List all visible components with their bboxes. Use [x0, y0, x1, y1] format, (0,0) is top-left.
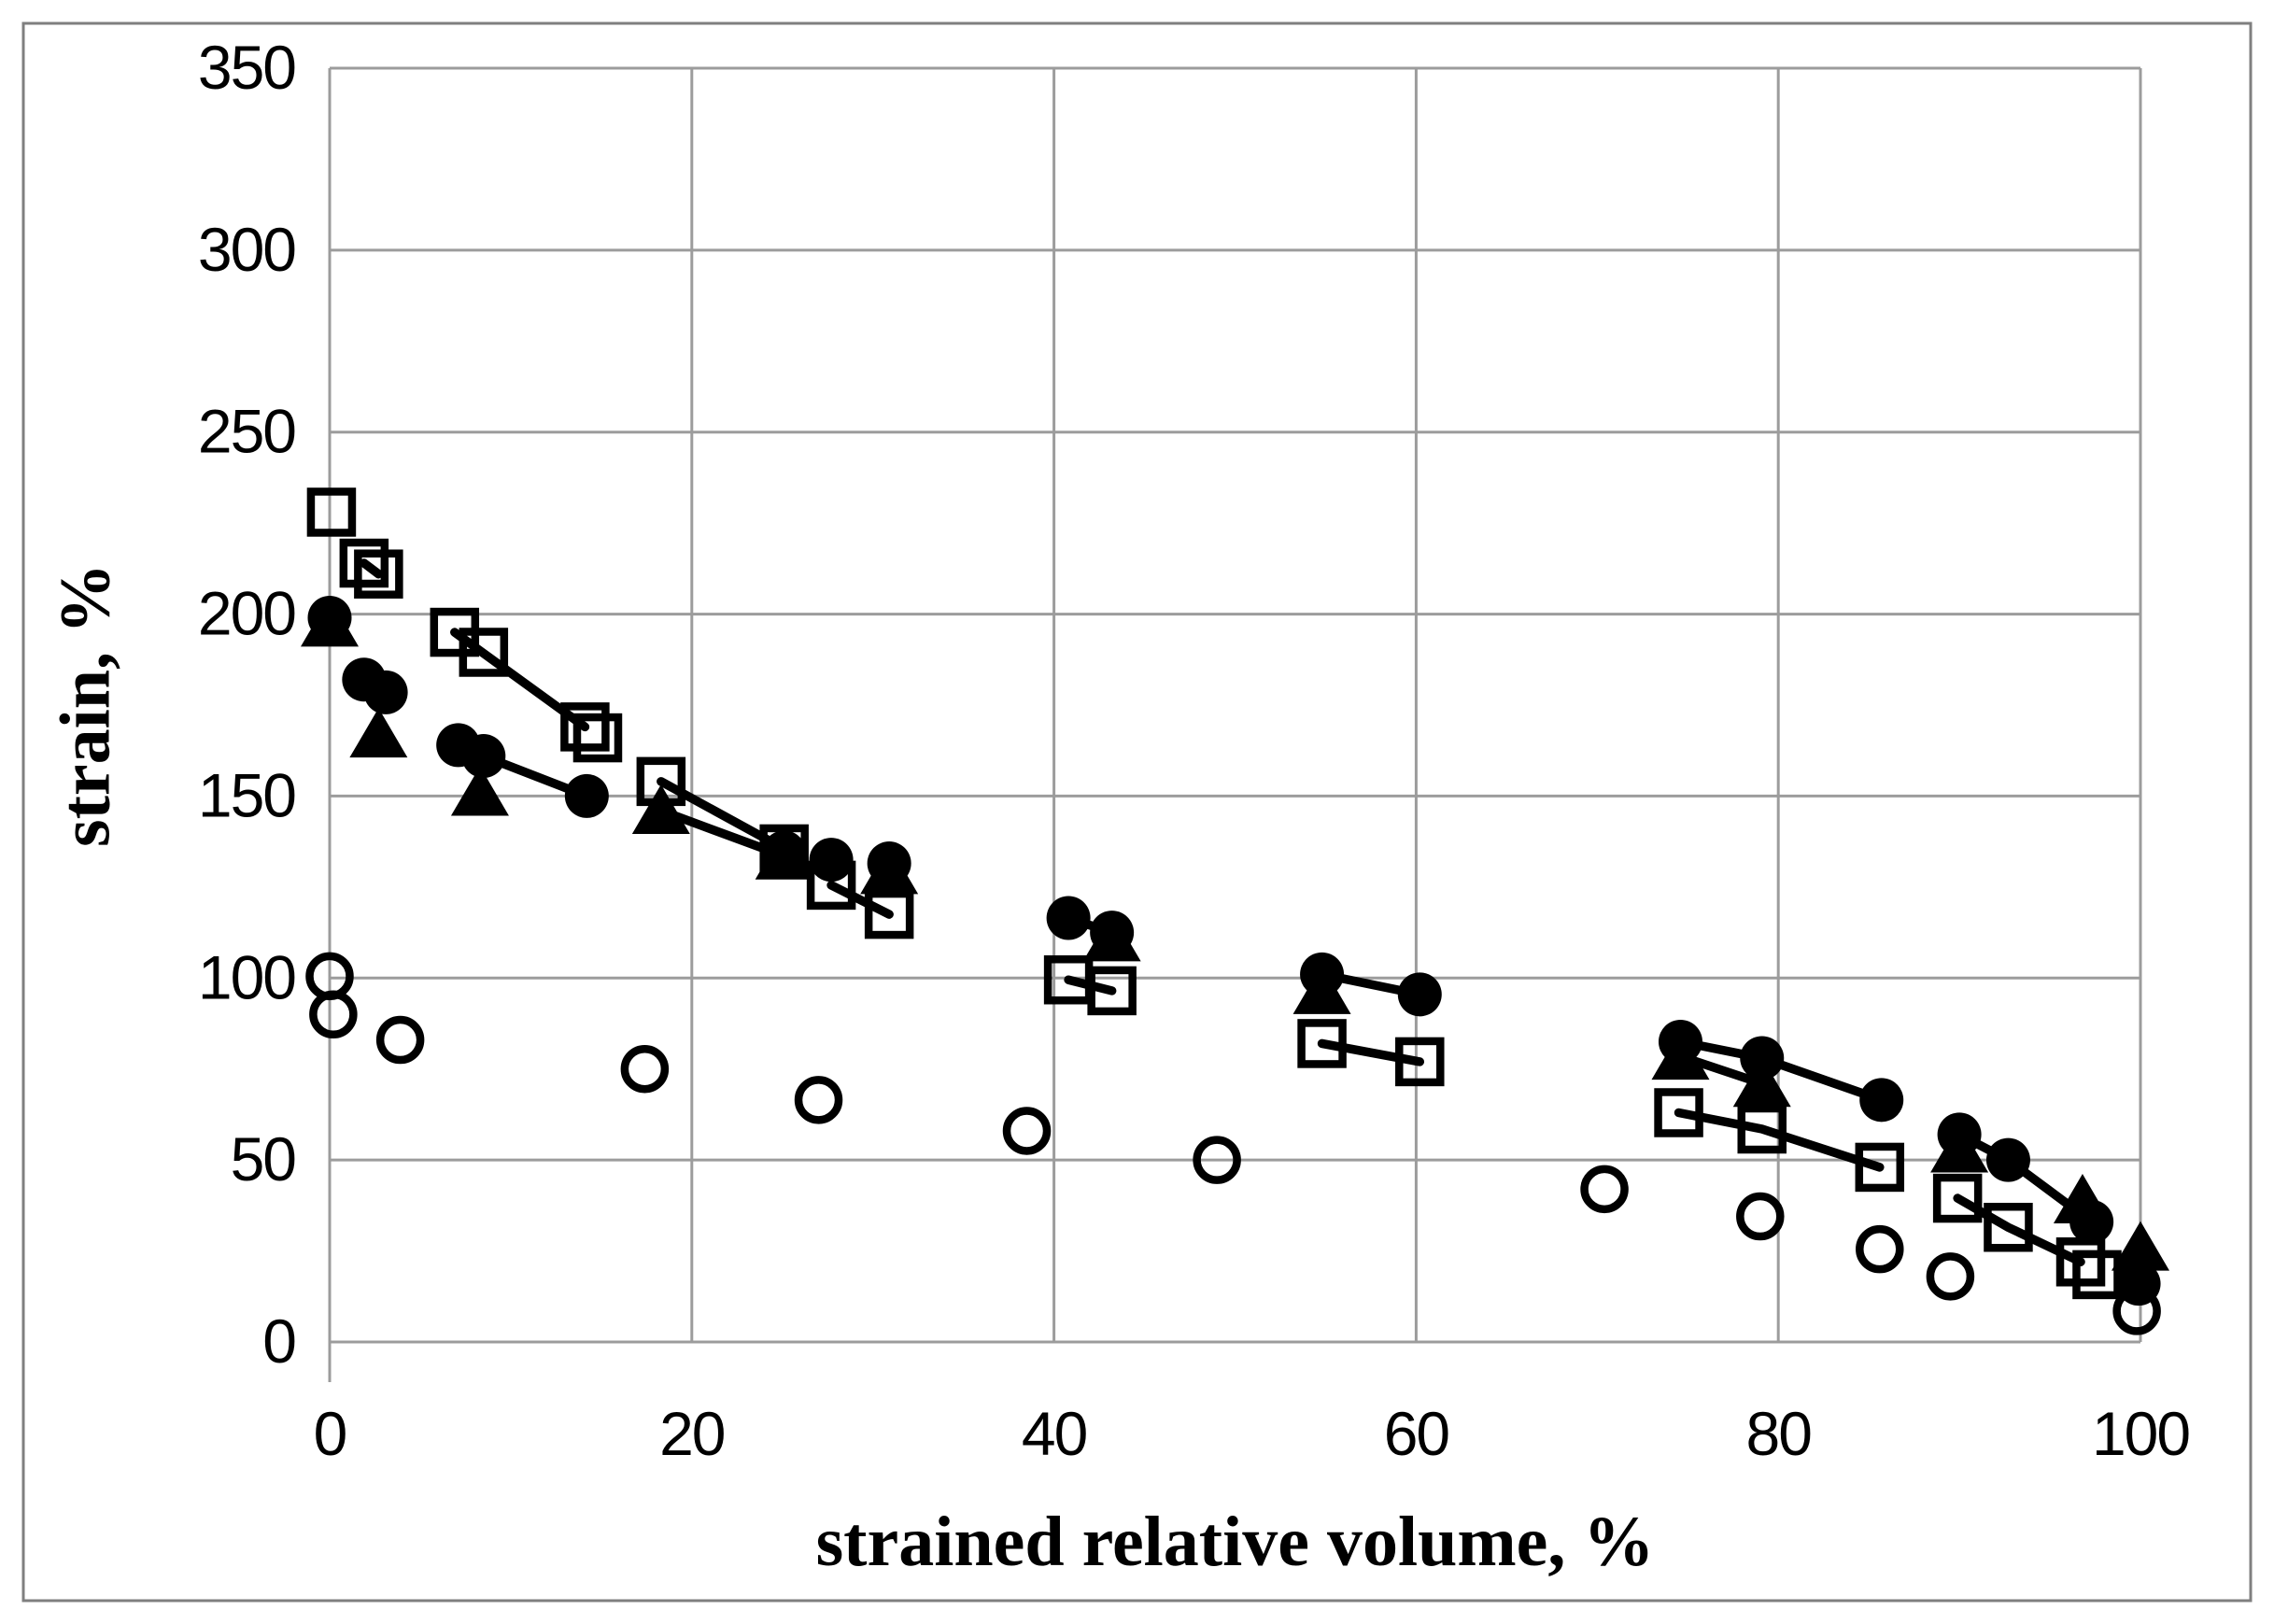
filled-circle-marker: [1397, 972, 1442, 1017]
series-open-circles: [305, 952, 2161, 1335]
svg-text:60: 60: [1384, 1399, 1449, 1468]
square-marker: [459, 628, 509, 677]
filled-circle-marker: [762, 830, 807, 875]
series-segment: [1953, 1193, 2085, 1267]
svg-text:100: 100: [198, 942, 295, 1011]
series-segment: [1674, 1108, 1885, 1172]
svg-text:0: 0: [314, 1399, 346, 1468]
filled-circle-marker: [1740, 1036, 1785, 1080]
open-circle-marker: [1002, 1107, 1052, 1155]
filled-circle-marker: [1658, 1019, 1702, 1064]
filled-circle-marker: [1090, 911, 1135, 955]
open-circle-marker: [1193, 1136, 1241, 1184]
triangle-marker: [450, 766, 509, 816]
svg-text:100: 100: [2092, 1399, 2189, 1468]
svg-text:20: 20: [659, 1399, 725, 1468]
x-tick-labels: 0 20 40 60 80 100: [314, 1399, 2192, 1468]
series-segment: [657, 777, 789, 854]
square-marker: [1855, 1142, 1905, 1193]
triangle-marker: [2112, 1221, 2169, 1271]
series-filled-circles: [307, 595, 2161, 1306]
open-circle-marker: [2112, 1287, 2161, 1335]
open-circle-marker: [794, 1076, 843, 1124]
square-marker: [339, 538, 389, 588]
series-segment: [1064, 975, 1117, 996]
y-tick-labels: 0 50 100 150 200 250 300 350: [198, 33, 297, 1376]
filled-circle-marker: [1859, 1078, 1904, 1123]
square-marker: [1984, 1202, 2033, 1252]
x-axis-title: strained relative volume, %: [815, 1503, 1655, 1581]
y-axis-title: strain, %: [46, 563, 125, 847]
square-marker: [2055, 1237, 2106, 1287]
filled-circle-marker: [1937, 1112, 1982, 1157]
open-circle-marker: [620, 1044, 670, 1094]
gridlines: [328, 66, 2142, 1382]
svg-text:250: 250: [198, 397, 295, 466]
svg-text:0: 0: [262, 1306, 295, 1376]
filled-circle-marker: [461, 734, 506, 779]
svg-text:40: 40: [1022, 1399, 1087, 1468]
square-marker: [1932, 1173, 1983, 1223]
open-circle-marker: [1856, 1224, 1904, 1274]
open-circle-marker: [1580, 1165, 1629, 1214]
filled-circle-marker: [1046, 896, 1091, 940]
square-marker: [560, 702, 610, 752]
open-circle-marker: [375, 1015, 425, 1065]
filled-circle-marker: [564, 773, 609, 818]
filled-circle-marker: [809, 838, 854, 883]
filled-circle-marker: [1985, 1137, 2030, 1182]
filled-circle-marker: [867, 841, 911, 886]
square-marker: [1087, 966, 1137, 1016]
square-marker: [306, 487, 357, 537]
square-marker: [354, 549, 403, 599]
series-segment: [360, 558, 384, 579]
series-segment: [826, 881, 894, 919]
triangle-marker: [631, 784, 690, 835]
square-marker: [572, 713, 623, 763]
filled-circle-marker: [1300, 952, 1345, 996]
filled-circle-marker: [363, 670, 408, 714]
svg-text:350: 350: [198, 33, 295, 102]
series-segment: [450, 628, 590, 732]
series-open-squares: [306, 487, 2122, 1300]
svg-text:80: 80: [1745, 1399, 1811, 1468]
svg-text:200: 200: [198, 579, 295, 648]
series-segment: [1317, 1038, 1425, 1066]
filled-circle-marker: [2069, 1199, 2114, 1244]
open-circle-marker: [1926, 1252, 1975, 1301]
figure-border: [21, 21, 2253, 1603]
triangle-marker: [349, 708, 408, 758]
svg-text:50: 50: [231, 1124, 296, 1193]
open-circle-marker: [309, 990, 358, 1039]
triangle-marker: [1732, 1057, 1791, 1108]
filled-circle-marker: [307, 595, 352, 640]
svg-text:150: 150: [198, 760, 295, 829]
square-marker: [2072, 1250, 2122, 1300]
open-circle-marker: [1736, 1192, 1785, 1241]
svg-text:300: 300: [198, 215, 295, 284]
